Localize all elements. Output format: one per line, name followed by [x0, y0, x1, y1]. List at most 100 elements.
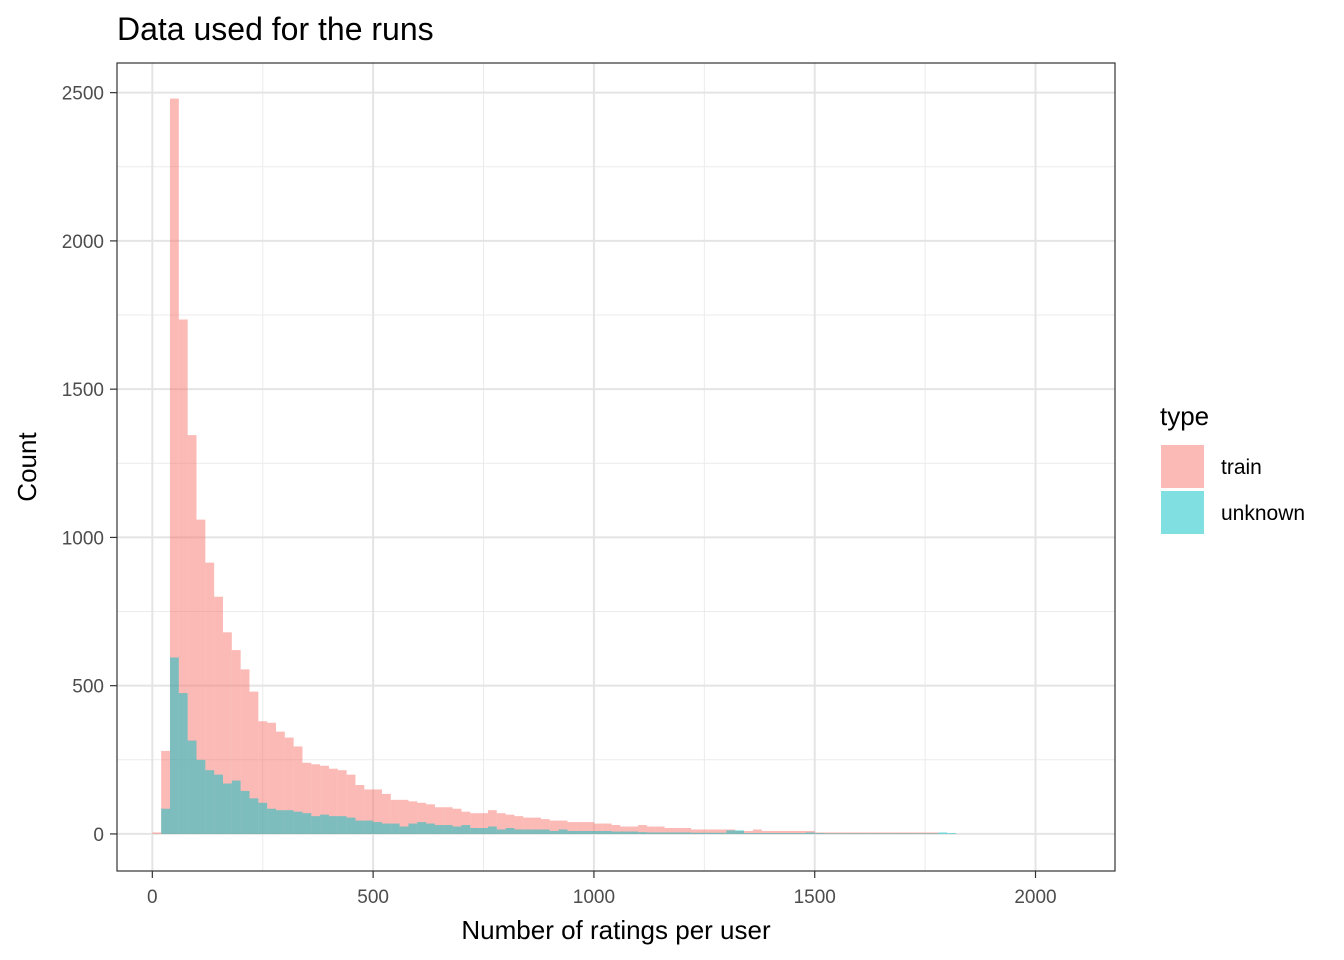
bar-unknown — [205, 770, 215, 834]
bar-unknown — [514, 829, 524, 834]
x-tick-label: 0 — [147, 887, 158, 908]
bar-train — [717, 829, 727, 834]
legend-key-unknown — [1161, 491, 1204, 534]
bar-train — [452, 808, 462, 834]
bar-train — [797, 830, 806, 834]
bar-unknown — [364, 820, 374, 834]
bar-train — [867, 832, 877, 834]
bar-unknown — [858, 833, 868, 834]
bar-unknown — [823, 833, 833, 834]
bar-train — [602, 823, 612, 834]
bar-train — [894, 832, 904, 834]
bar-train — [390, 799, 400, 834]
plot-panel-border — [116, 62, 1116, 872]
y-tick-label: 1000 — [62, 528, 104, 549]
bar-train — [585, 822, 594, 834]
bar-unknown — [770, 833, 780, 834]
bar-unknown — [408, 823, 418, 834]
y-tick-label: 1500 — [62, 380, 104, 401]
bar-train — [920, 832, 930, 834]
x-tick-label: 1000 — [573, 887, 615, 908]
bar-train — [426, 804, 435, 834]
bar-unknown — [726, 830, 736, 834]
bar-train — [373, 789, 382, 834]
histogram-bars — [152, 98, 957, 834]
legend-title: type — [1160, 401, 1209, 431]
legend-key-train — [1161, 445, 1204, 488]
bar-train — [593, 823, 603, 834]
bar-train — [761, 830, 771, 834]
bar-unknown — [876, 833, 886, 834]
bar-train — [549, 820, 559, 834]
bar-train — [611, 825, 621, 834]
bar-train — [355, 785, 365, 834]
bar-unknown — [638, 832, 647, 834]
bar-unknown — [178, 693, 188, 834]
bar-train — [876, 832, 886, 834]
bar-train — [346, 774, 356, 834]
bar-unknown — [717, 832, 727, 834]
bar-unknown — [249, 798, 259, 834]
bar-train — [311, 764, 321, 834]
bar-unknown — [841, 833, 851, 834]
bar-unknown — [682, 832, 692, 834]
bar-unknown — [567, 830, 577, 834]
bar-unknown — [708, 832, 718, 834]
bar-unknown — [196, 759, 206, 834]
bar-unknown — [814, 833, 824, 834]
bar-unknown — [275, 810, 285, 834]
bar-unknown — [452, 826, 462, 834]
bar-unknown — [620, 831, 630, 834]
bar-unknown — [328, 816, 338, 834]
bar-unknown — [267, 808, 276, 834]
y-tick-label: 0 — [93, 825, 104, 846]
y-axis-title: Count — [12, 432, 42, 502]
bar-train — [258, 721, 268, 834]
bar-train — [434, 807, 444, 834]
bar-train — [655, 826, 665, 834]
bar-unknown — [602, 830, 612, 834]
bar-unknown — [788, 833, 798, 834]
bar-unknown — [655, 832, 665, 834]
bar-unknown — [947, 833, 957, 834]
bar-unknown — [938, 832, 948, 834]
bar-train — [337, 770, 347, 834]
bar-train — [169, 98, 179, 834]
bar-train — [858, 832, 868, 834]
legend-label-unknown: unknown — [1221, 502, 1305, 525]
bar-train — [540, 819, 550, 834]
bar-train — [275, 731, 285, 834]
bar-unknown — [646, 832, 656, 834]
bar-train — [682, 828, 692, 834]
bar-train — [558, 820, 568, 834]
bar-unknown — [346, 817, 356, 834]
bar-unknown — [311, 816, 321, 834]
bar-unknown — [576, 830, 586, 834]
bar-unknown — [673, 832, 683, 834]
bar-train — [514, 816, 524, 834]
bar-unknown — [496, 829, 506, 834]
bar-train — [752, 829, 762, 834]
bar-unknown — [585, 830, 594, 834]
bar-train — [417, 802, 427, 834]
y-axis: 0 500 1000 1500 2000 2500 — [62, 84, 117, 846]
bar-train — [691, 829, 700, 834]
bar-train — [788, 830, 798, 834]
bar-unknown — [929, 833, 939, 834]
bar-train — [381, 793, 391, 834]
bar-unknown — [337, 816, 347, 834]
bar-unknown — [214, 774, 223, 834]
bar-train — [231, 650, 241, 834]
bar-unknown — [797, 833, 806, 834]
bar-unknown — [169, 657, 179, 834]
bar-unknown — [735, 830, 745, 834]
bar-unknown — [903, 833, 912, 834]
bar-unknown — [867, 833, 877, 834]
bar-unknown — [664, 832, 674, 834]
bar-train — [903, 832, 912, 834]
bar-train — [214, 596, 223, 834]
bar-unknown — [691, 832, 700, 834]
bar-train — [823, 832, 833, 834]
bar-unknown — [381, 823, 391, 834]
